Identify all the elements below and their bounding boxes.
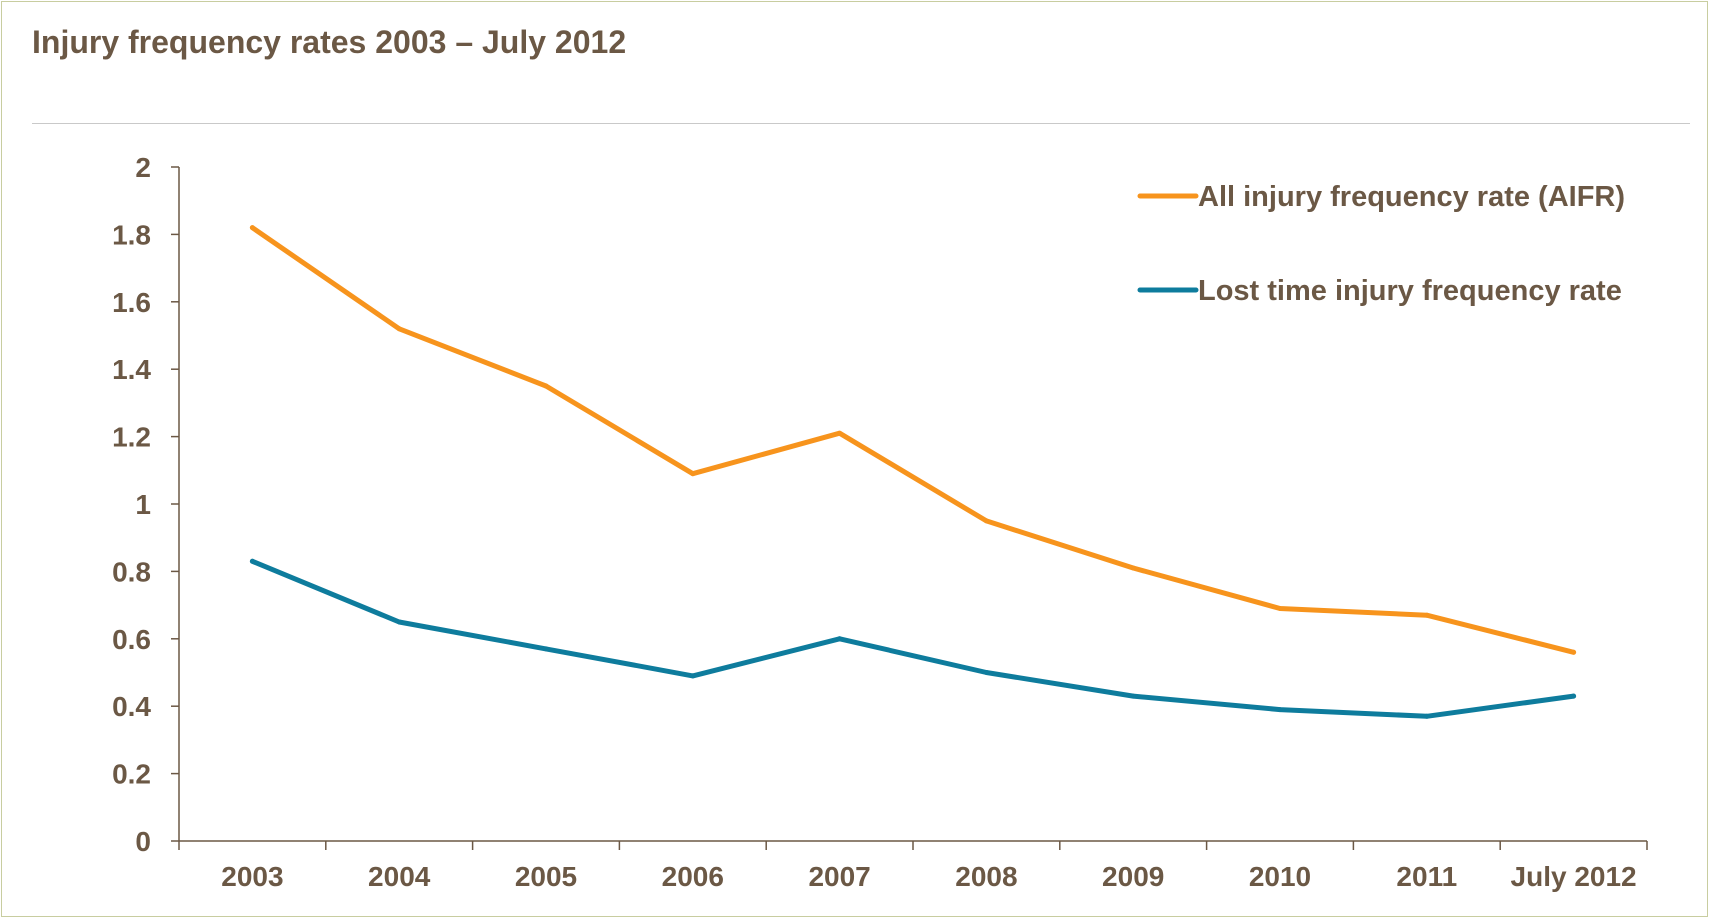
y-tick-label: 1 <box>135 489 151 520</box>
data-point <box>690 673 696 679</box>
series-line-aifr <box>249 225 1577 655</box>
x-tick-label: July 2012 <box>1511 861 1637 892</box>
y-tick-label: 1.8 <box>112 219 151 250</box>
x-tick-label: 2010 <box>1249 861 1311 892</box>
data-point <box>983 518 989 524</box>
data-point <box>1424 713 1430 719</box>
data-point <box>543 383 549 389</box>
data-point <box>396 619 402 625</box>
data-point <box>1130 693 1136 699</box>
x-tick-label: 2005 <box>515 861 577 892</box>
legend-label: Lost time injury frequency rate <box>1198 275 1622 307</box>
series-layer <box>249 225 1577 719</box>
data-point <box>983 670 989 675</box>
x-tick-label: 2004 <box>368 861 431 892</box>
y-tick-label: 0.2 <box>112 759 151 790</box>
y-tick-label: 0.4 <box>112 691 151 722</box>
data-point <box>1130 565 1136 571</box>
x-tick-label: 2006 <box>662 861 724 892</box>
y-tick-label: 1.4 <box>112 354 151 385</box>
legend: All injury frequency rate (AIFR) Lost tim… <box>1137 181 1625 307</box>
legend-label: All injury frequency rate (AIFR) <box>1198 181 1625 213</box>
data-point <box>1571 649 1577 655</box>
data-point <box>837 636 843 642</box>
x-tick-label: 2008 <box>955 861 1017 892</box>
title-divider <box>32 123 1690 124</box>
data-point <box>1424 612 1430 618</box>
x-axis-ticks: 2003 2004 2005 2006 2007 2008 2009 2010 2011 July… <box>178 841 1648 892</box>
data-point <box>249 225 255 231</box>
y-axis-ticks: 0 0.2 0.4 0.6 0.8 1 1.2 1.4 1.6 1.8 2 <box>112 152 179 857</box>
series-line-ltifr <box>249 558 1577 719</box>
y-tick-label: 1.2 <box>112 422 151 453</box>
x-tick-label: 2009 <box>1102 861 1164 892</box>
y-tick-label: 0.8 <box>112 556 151 587</box>
data-point <box>249 558 255 564</box>
y-tick-label: 0 <box>135 826 151 857</box>
axes <box>178 167 1647 842</box>
y-tick-label: 2 <box>135 152 151 183</box>
data-point <box>543 646 549 652</box>
x-tick-label: 2011 <box>1396 861 1457 892</box>
y-tick-label: 0.6 <box>112 624 151 655</box>
data-point <box>1277 707 1283 713</box>
data-point <box>396 326 402 332</box>
data-point <box>690 471 696 477</box>
x-tick-label: 2007 <box>808 861 870 892</box>
data-point <box>1571 693 1577 699</box>
y-tick-label: 1.6 <box>112 287 151 318</box>
x-tick-label: 2003 <box>221 861 283 892</box>
data-point <box>837 430 843 436</box>
data-point <box>1277 605 1283 611</box>
chart-title: Injury frequency rates 2003 – July 2012 <box>32 24 627 60</box>
